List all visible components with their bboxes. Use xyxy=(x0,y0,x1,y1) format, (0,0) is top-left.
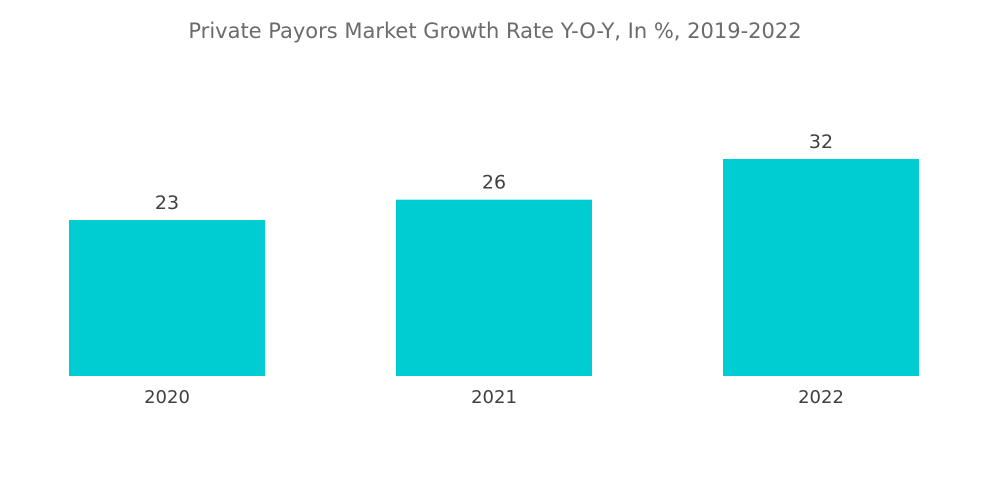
x-tick-label-2022: 2022 xyxy=(798,387,844,408)
value-label-2020: 23 xyxy=(155,192,179,214)
bar-group xyxy=(69,159,919,376)
value-label-2022: 32 xyxy=(809,131,833,153)
x-tick-label-2021: 2021 xyxy=(471,387,517,408)
bar-2021 xyxy=(396,199,592,376)
x-tick-label-2020: 2020 xyxy=(144,387,190,408)
value-label-2021: 26 xyxy=(482,172,506,194)
chart-title: Private Payors Market Growth Rate Y-O-Y,… xyxy=(188,19,801,43)
x-axis-tick-labels: 2020 2021 2022 xyxy=(144,387,844,408)
value-label-group: 23 26 32 xyxy=(155,131,833,214)
bar-2020 xyxy=(69,220,265,376)
bar-2022 xyxy=(723,159,919,376)
